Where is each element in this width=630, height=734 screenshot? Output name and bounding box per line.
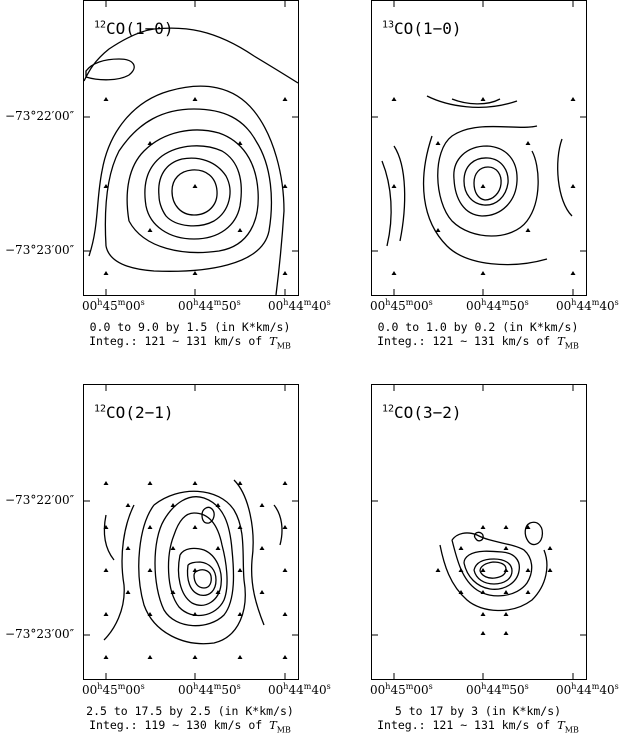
caption-12co10: 0.0 to 9.0 by 1.5 (in K*km/s) Integ.: 12… xyxy=(40,320,340,350)
caption-integ: Integ.: 119 ~ 130 km/s of TMB xyxy=(89,718,291,734)
panel-13co10: 13CO(1−0) xyxy=(371,0,587,296)
x-tick-label: 00h44m50s xyxy=(466,298,529,313)
caption-levels: 5 to 17 by 3 (in K*km/s) xyxy=(394,704,562,718)
contour-map-12co32 xyxy=(372,385,586,679)
x-tick-label: 00h44m40s xyxy=(556,298,619,313)
panel-12co10: 12CO(1−0) xyxy=(83,0,299,296)
contour-map-12co21 xyxy=(84,385,298,679)
y-tick-label: −73°22′00″ xyxy=(5,493,75,507)
panel-title: 13CO(1−0) xyxy=(382,19,462,38)
x-tick-label: 00h45m00s xyxy=(370,298,433,313)
panel-12co32: 12CO(3−2) xyxy=(371,384,587,680)
x-tick-label: 00h44m40s xyxy=(556,682,619,697)
caption-levels: 0.0 to 1.0 by 0.2 (in K*km/s) xyxy=(377,320,579,334)
x-tick-label: 00h45m00s xyxy=(82,298,145,313)
y-tick-label: −73°23′00″ xyxy=(5,243,75,257)
contour-map-13co10 xyxy=(372,1,586,295)
x-tick-label: 00h45m00s xyxy=(82,682,145,697)
y-tick-label: −73°22′00″ xyxy=(5,109,75,123)
x-tick-label: 00h44m50s xyxy=(466,682,529,697)
x-tick-label: 00h44m50s xyxy=(178,298,241,313)
caption-integ: Integ.: 121 ~ 131 km/s of TMB xyxy=(89,334,291,351)
y-tick-label: −73°23′00″ xyxy=(5,627,75,641)
caption-13co10: 0.0 to 1.0 by 0.2 (in K*km/s) Integ.: 12… xyxy=(328,320,628,350)
panel-title: 12CO(1−0) xyxy=(94,19,174,38)
x-tick-label: 00h44m50s xyxy=(178,682,241,697)
x-tick-label: 00h44m40s xyxy=(268,682,331,697)
contour-map-12co10 xyxy=(84,1,298,295)
caption-integ: Integ.: 121 ~ 131 km/s of TMB xyxy=(377,334,579,351)
caption-12co21: 2.5 to 17.5 by 2.5 (in K*km/s) Integ.: 1… xyxy=(40,704,340,734)
x-tick-label: 00h44m40s xyxy=(268,298,331,313)
caption-integ: Integ.: 121 ~ 131 km/s of TMB xyxy=(377,718,579,734)
caption-levels: 2.5 to 17.5 by 2.5 (in K*km/s) xyxy=(86,704,294,718)
caption-levels: 0.0 to 9.0 by 1.5 (in K*km/s) xyxy=(89,320,291,334)
caption-12co32: 5 to 17 by 3 (in K*km/s) Integ.: 121 ~ 1… xyxy=(328,704,628,734)
panel-title: 12CO(2−1) xyxy=(94,403,174,422)
panel-title: 12CO(3−2) xyxy=(382,403,462,422)
panel-12co21: 12CO(2−1) xyxy=(83,384,299,680)
x-tick-label: 00h45m00s xyxy=(370,682,433,697)
